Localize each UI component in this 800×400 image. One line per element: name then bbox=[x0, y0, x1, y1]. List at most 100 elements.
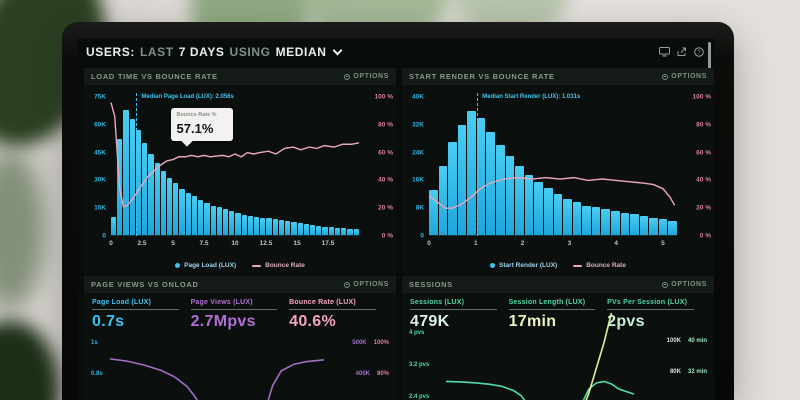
legend-start-render[interactable]: Start Render (LUX) bbox=[490, 262, 557, 269]
histogram-bar[interactable] bbox=[198, 200, 204, 235]
options-button[interactable]: OPTIONS bbox=[344, 281, 389, 288]
histogram-bar[interactable] bbox=[476, 117, 486, 235]
metric-page-load: Page Load (LUX) 0.7s bbox=[92, 299, 191, 331]
histogram-bar[interactable] bbox=[334, 227, 341, 235]
histogram-bar[interactable] bbox=[316, 225, 322, 235]
options-button[interactable]: OPTIONS bbox=[662, 73, 707, 80]
histogram-bar[interactable] bbox=[341, 228, 347, 235]
y-axis-tick-label: 0 % bbox=[699, 232, 711, 240]
histogram-bar[interactable] bbox=[582, 205, 591, 235]
histogram-bar[interactable] bbox=[148, 154, 154, 235]
histogram-bar[interactable] bbox=[191, 196, 198, 235]
y-axis-tick-label: 80 % bbox=[378, 121, 393, 129]
histogram-bar[interactable] bbox=[429, 190, 438, 235]
bounce-rate-line bbox=[429, 178, 675, 209]
histogram-bar[interactable] bbox=[524, 174, 534, 235]
histogram-bar[interactable] bbox=[448, 141, 457, 235]
histogram-bar[interactable] bbox=[142, 143, 148, 235]
histogram-bar[interactable] bbox=[135, 130, 142, 235]
histogram-bar[interactable] bbox=[216, 207, 222, 235]
histogram-bar[interactable] bbox=[467, 110, 476, 235]
histogram-bar[interactable] bbox=[328, 227, 334, 235]
histogram-bar[interactable] bbox=[649, 217, 658, 235]
histogram-bar[interactable] bbox=[297, 223, 303, 235]
histogram-bar[interactable] bbox=[353, 229, 359, 235]
histogram-bar[interactable] bbox=[173, 183, 179, 235]
y-axis-tick-label: 60K bbox=[94, 121, 106, 129]
histogram-bar[interactable] bbox=[241, 214, 247, 235]
histogram-bar[interactable] bbox=[235, 212, 241, 235]
histogram-bar[interactable] bbox=[291, 222, 297, 235]
histogram-bar[interactable] bbox=[438, 166, 448, 235]
histogram-bar[interactable] bbox=[601, 209, 610, 235]
histogram-bar[interactable] bbox=[630, 214, 639, 235]
histogram-bar[interactable] bbox=[111, 216, 117, 235]
histogram-bar[interactable] bbox=[204, 202, 210, 235]
histogram-bar[interactable] bbox=[254, 216, 260, 235]
metric-underline bbox=[508, 309, 596, 310]
tooltip-value: 57.1% bbox=[176, 120, 214, 136]
metric-label: Sessions (LUX) bbox=[410, 299, 465, 306]
histogram-bar[interactable] bbox=[505, 155, 515, 235]
histogram-bar[interactable] bbox=[185, 192, 191, 235]
histogram-bar[interactable] bbox=[210, 205, 216, 235]
x-axis-tick-label: 1 bbox=[473, 240, 478, 247]
laptop: USERS: LAST 7 DAYS USING MEDIAN ? LOAD T… bbox=[62, 22, 734, 400]
histogram-bar[interactable] bbox=[457, 124, 467, 235]
y-axis-tick-label: 0 bbox=[102, 232, 106, 240]
histogram-bar[interactable] bbox=[229, 211, 235, 235]
histogram-bar[interactable] bbox=[303, 223, 309, 235]
histogram-bar[interactable] bbox=[278, 220, 285, 235]
histogram-bar[interactable] bbox=[160, 170, 166, 235]
histogram-bar[interactable] bbox=[179, 189, 185, 235]
histogram-bar[interactable] bbox=[266, 218, 272, 235]
histogram-bar[interactable] bbox=[154, 163, 160, 235]
legend-bounce-rate[interactable]: Bounce Rate bbox=[573, 262, 626, 269]
bounce-rate-line bbox=[111, 103, 359, 207]
display-icon[interactable] bbox=[659, 47, 670, 57]
y-axis-tick-label: 24K bbox=[412, 149, 424, 157]
y-axis-tick-label: 15K bbox=[94, 204, 106, 212]
histogram-bar[interactable] bbox=[620, 212, 630, 235]
options-button[interactable]: OPTIONS bbox=[344, 73, 389, 80]
histogram-bar[interactable] bbox=[166, 177, 173, 235]
histogram-bar[interactable] bbox=[572, 202, 582, 235]
histogram-bar[interactable] bbox=[543, 188, 553, 235]
histogram-bar[interactable] bbox=[658, 219, 668, 235]
share-icon[interactable] bbox=[677, 47, 687, 57]
gear-icon bbox=[662, 73, 669, 80]
titlebar-median-label[interactable]: MEDIAN bbox=[275, 45, 327, 59]
histogram-bar[interactable] bbox=[668, 221, 678, 235]
legend-bounce-rate[interactable]: Bounce Rate bbox=[252, 262, 305, 269]
x-axis: 0 1 2 3 4 5 bbox=[427, 240, 677, 250]
panel-page-views-vs-onload: PAGE VIEWS VS ONLOAD OPTIONS Page Load (… bbox=[84, 276, 396, 400]
x-axis-tick-label: 4 bbox=[614, 240, 618, 247]
histogram-bar[interactable] bbox=[272, 219, 278, 235]
histogram-bar[interactable] bbox=[563, 198, 572, 235]
y-axis-tick-label: 0 % bbox=[381, 232, 393, 240]
histogram-bar[interactable] bbox=[260, 217, 266, 235]
histogram-bar[interactable] bbox=[222, 209, 229, 235]
histogram-bar[interactable] bbox=[610, 210, 620, 235]
histogram-bar[interactable] bbox=[639, 216, 649, 235]
chevron-down-icon[interactable] bbox=[332, 45, 342, 56]
histogram-bar[interactable] bbox=[322, 226, 328, 235]
chart-plot-area: Median Start Render (LUX): 1.031s bbox=[429, 93, 678, 236]
histogram-bar[interactable] bbox=[591, 207, 601, 235]
y-axis-tick-label: 100 % bbox=[692, 93, 711, 101]
histogram-bar[interactable] bbox=[534, 181, 543, 235]
histogram-bar[interactable] bbox=[310, 224, 316, 235]
histogram-bar[interactable] bbox=[553, 193, 563, 235]
histogram-bar[interactable] bbox=[129, 119, 135, 235]
histogram-bar[interactable] bbox=[515, 166, 524, 235]
histogram-bar[interactable] bbox=[285, 221, 291, 235]
options-button[interactable]: OPTIONS bbox=[662, 281, 707, 288]
histogram-bar[interactable] bbox=[123, 109, 129, 235]
legend-page-load[interactable]: Page Load (LUX) bbox=[175, 262, 236, 269]
histogram-bar[interactable] bbox=[496, 145, 505, 235]
sparkline-series bbox=[559, 313, 612, 400]
histogram-bar[interactable] bbox=[247, 215, 254, 235]
help-icon[interactable]: ? bbox=[694, 47, 704, 57]
legend-dot-icon bbox=[490, 263, 496, 268]
histogram-bar[interactable] bbox=[347, 228, 353, 235]
